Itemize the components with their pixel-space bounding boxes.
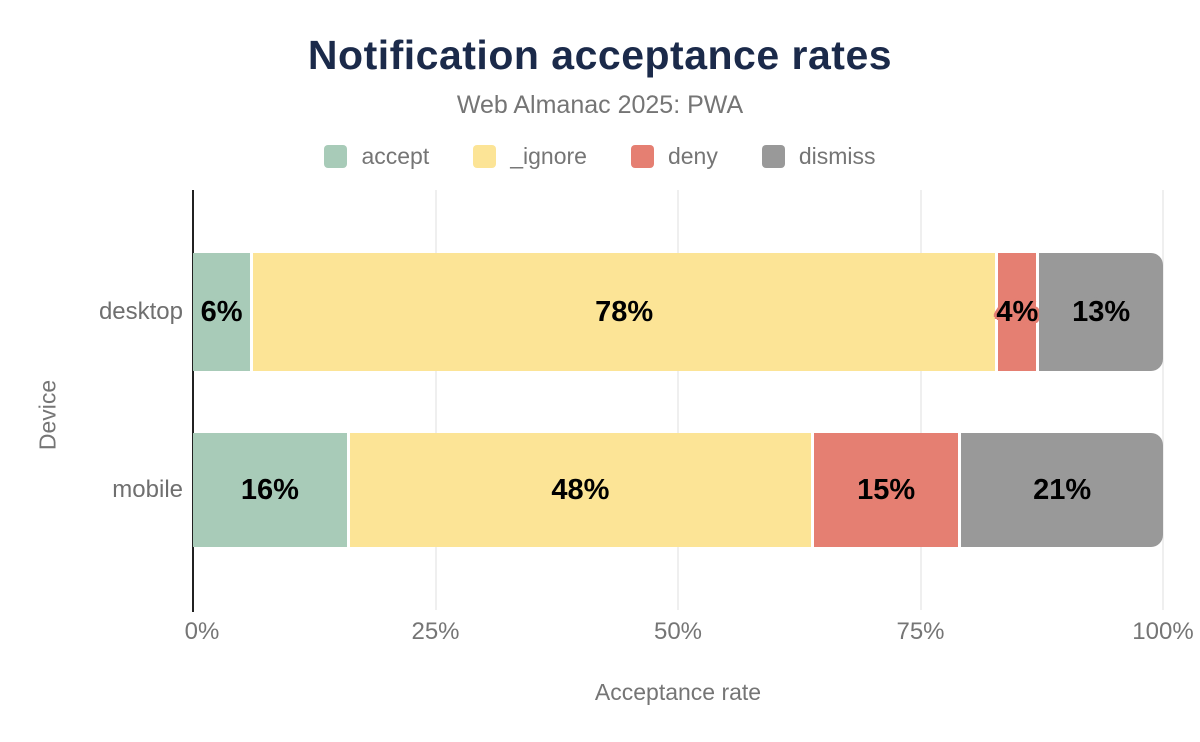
- bar-segment-mobile-_ignore[interactable]: 48%: [349, 433, 812, 547]
- bar-value-label: 21%: [1033, 473, 1092, 506]
- legend-item-dismiss[interactable]: dismiss: [761, 143, 876, 170]
- bar-value-label: 4%: [996, 295, 1039, 328]
- legend-swatch-icon: [761, 145, 785, 168]
- legend-item-_ignore[interactable]: _ignore: [473, 143, 587, 170]
- chart-title: Notification acceptance rates: [307, 32, 893, 78]
- bar-segment-desktop-_ignore[interactable]: 78%: [253, 253, 996, 371]
- bar-value-label: 15%: [857, 473, 916, 506]
- legend-label: _ignore: [510, 143, 587, 169]
- bar-segment-desktop-accept[interactable]: 6%: [193, 253, 251, 371]
- plot-area: 6% 78% 4% 13% 16% 48% 15% 21%: [193, 190, 1164, 610]
- y-axis-title: Device: [34, 379, 61, 451]
- legend: accept _ignore deny dismiss: [0, 143, 1200, 170]
- x-tick-label-0%: 0%: [184, 618, 220, 645]
- bar-value-label: 78%: [595, 295, 654, 328]
- legend-swatch-icon: [324, 145, 348, 168]
- bar-row-mobile: 16% 48% 15% 21%: [193, 433, 1164, 547]
- gridline-75%: [919, 190, 922, 610]
- x-tick-label-75%: 75%: [896, 618, 945, 645]
- bar-value-label: 6%: [200, 295, 243, 328]
- legend-label: dismiss: [798, 143, 876, 169]
- bar-value-label: 13%: [1072, 295, 1131, 328]
- bar-value-label: 48%: [551, 473, 610, 506]
- x-tick-label-25%: 25%: [411, 618, 460, 645]
- x-tick-label-50%: 50%: [653, 618, 703, 645]
- bar-segment-desktop-deny[interactable]: 4%: [996, 253, 1039, 371]
- bar-segment-mobile-deny[interactable]: 15%: [814, 433, 959, 547]
- category-label-desktop: desktop: [98, 298, 183, 325]
- bar-segment-mobile-dismiss[interactable]: 21%: [961, 433, 1164, 547]
- legend-label: accept: [361, 143, 430, 169]
- x-tick-label-100%: 100%: [1132, 618, 1194, 645]
- gridline-50%: [677, 190, 679, 610]
- legend-item-accept[interactable]: accept: [324, 143, 429, 170]
- chart-subtitle: Web Almanac 2025: PWA: [456, 91, 744, 119]
- gridline-25%: [434, 190, 437, 610]
- category-label-mobile: mobile: [112, 476, 183, 503]
- bar-value-label: 16%: [240, 473, 299, 506]
- legend-label: deny: [667, 143, 718, 169]
- bar-segment-mobile-accept[interactable]: 16%: [193, 433, 347, 547]
- legend-swatch-icon: [473, 145, 497, 168]
- gridline-100%: [1162, 190, 1164, 610]
- legend-swatch-icon: [630, 145, 654, 168]
- bar-row-desktop: 6% 78% 4% 13%: [193, 253, 1163, 371]
- y-axis-line: [192, 190, 194, 612]
- x-axis-title: Acceptance rate: [594, 679, 762, 705]
- legend-item-deny[interactable]: deny: [630, 143, 718, 170]
- bar-segment-desktop-dismiss[interactable]: 13%: [1039, 253, 1163, 371]
